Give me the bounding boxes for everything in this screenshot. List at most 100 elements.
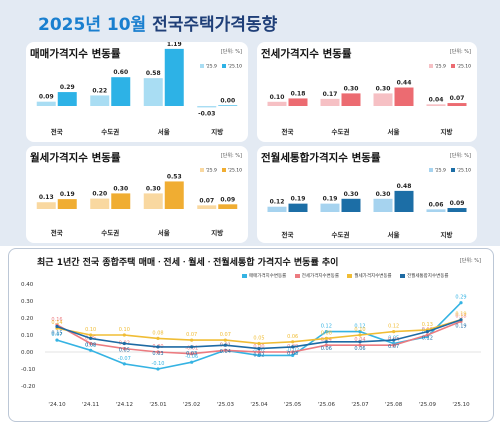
- panel-legend: '25.9 '25.10: [424, 64, 471, 70]
- data-point: [425, 333, 429, 337]
- bar-curr: [394, 190, 414, 212]
- point-value-label: 0.06: [321, 346, 332, 352]
- data-point: [324, 343, 328, 347]
- unit-label: [단위: %]: [449, 49, 471, 55]
- bar-curr: [218, 204, 238, 209]
- trend-unit-label: [단위: %]: [459, 258, 481, 264]
- x-tick-label: '25.04: [250, 402, 268, 408]
- bar-value-label: 0.04: [429, 96, 444, 103]
- x-tick-label: '25.07: [351, 402, 369, 408]
- point-value-label: 0.19: [455, 312, 466, 318]
- x-tick-label: '25.02: [183, 402, 200, 408]
- legend-swatch-prev: [199, 168, 204, 172]
- bar-curr: [288, 98, 308, 106]
- bar-value-label: 0.10: [270, 94, 285, 101]
- bar-value-label: -0.03: [198, 110, 215, 117]
- bar-curr: [341, 93, 361, 106]
- legend-label-prev: '25.9: [205, 168, 217, 174]
- bar-curr: [111, 77, 131, 106]
- category-label: 전국: [282, 127, 294, 136]
- bar-curr: [164, 48, 184, 106]
- point-value-label: 0.05: [119, 348, 130, 354]
- bar-prev: [90, 198, 110, 209]
- y-tick-label: -0.10: [21, 367, 36, 373]
- data-point: [55, 324, 59, 329]
- bar-curr: [341, 198, 361, 212]
- data-point: [358, 340, 362, 344]
- bar-value-label: 0.22: [92, 87, 107, 94]
- point-value-label: -0.01: [185, 346, 198, 352]
- data-point: [291, 340, 295, 344]
- bar-prev: [90, 95, 110, 106]
- y-tick-label: -0.20: [21, 384, 36, 390]
- bar-curr: [57, 199, 77, 209]
- data-point: [156, 367, 160, 371]
- point-value-label: -0.02: [253, 347, 266, 353]
- bar-prev: [36, 101, 56, 106]
- x-tick-label: '24.12: [116, 402, 133, 408]
- point-value-label: 0.12: [321, 324, 332, 330]
- legend-label-combined: 전월세통합지수변동률: [407, 274, 449, 279]
- bar-value-label: 0.09: [450, 200, 465, 207]
- data-point: [291, 353, 295, 357]
- bar-prev: [426, 209, 446, 212]
- legend-swatch-curr: [221, 64, 226, 68]
- data-point: [223, 348, 227, 352]
- data-point: [190, 352, 194, 356]
- point-value-label: 0.08: [152, 330, 163, 336]
- page-title: 2025년 10월 전국주택가격동향: [38, 10, 277, 35]
- point-value-label: 0.06: [287, 334, 298, 340]
- data-point: [324, 336, 328, 340]
- category-label: 전국: [282, 230, 294, 239]
- bar-prev: [143, 193, 163, 209]
- bar-value-label: 0.29: [60, 84, 75, 91]
- point-value-label: 0.08: [321, 330, 332, 336]
- x-tick-label: '24.11: [82, 402, 99, 408]
- bar-value-label: 0.30: [344, 85, 359, 92]
- panel-title: 월세가격지수 변동률: [30, 152, 121, 164]
- data-point: [392, 330, 396, 334]
- unit-label: [단위: %]: [220, 153, 242, 159]
- legend-label-sale: 매매가격지수변동률: [249, 274, 287, 279]
- legend-label-curr: '25.10: [227, 168, 242, 174]
- data-point: [190, 360, 194, 364]
- bar-prev: [320, 98, 340, 106]
- bar-value-label: 0.09: [220, 196, 235, 203]
- data-point: [392, 338, 396, 342]
- point-value-label: 0.15: [51, 331, 62, 337]
- bar-value-label: 0.30: [376, 85, 391, 92]
- bar-curr: [394, 87, 414, 106]
- bar-prev: [36, 202, 56, 209]
- panel-legend: '25.9 '25.10: [195, 168, 242, 174]
- bar-prev: [320, 203, 340, 212]
- bar-value-label: 0.19: [60, 191, 75, 198]
- sale-bar-chart: 0.09 0.29 전국 0.22 0.60 수도권 0.58 1.19 서울 -0.03 0.00…: [36, 42, 238, 136]
- bar-value-label: 0.00: [220, 97, 235, 104]
- legend-swatch-monthly: [347, 273, 353, 278]
- point-value-label: 0.16: [51, 317, 62, 323]
- x-tick-label: '25.03: [217, 402, 235, 408]
- jeonse-bar-chart: 0.10 0.18 전국 0.17 0.30 수도권 0.30 0.44 서울 0.04 0.07 지…: [267, 80, 467, 136]
- data-point: [55, 338, 59, 342]
- panel-legend: '25.9 '25.10: [195, 64, 242, 70]
- y-tick-label: 0.10: [21, 333, 34, 339]
- legend-swatch-prev: [199, 64, 204, 68]
- page-title-period: 2025년 10월: [38, 15, 147, 35]
- data-point: [358, 343, 362, 347]
- point-value-label: 0.08: [85, 342, 96, 348]
- data-point: [89, 348, 93, 352]
- y-tick-label: 0.40: [21, 282, 34, 288]
- point-value-label: -0.02: [286, 347, 299, 353]
- point-value-label: 0.05: [253, 336, 264, 342]
- category-label: 지방: [211, 127, 223, 136]
- monthly-rent-index-panel: 월세가격지수 변동률 [단위: %] '25.9 '25.10 0.13 0.19 전…: [26, 146, 248, 243]
- unit-label: [단위: %]: [220, 49, 242, 55]
- point-value-label: 0.07: [220, 332, 231, 338]
- data-point: [392, 343, 396, 347]
- combined-rent-index-panel: 전월세통합가격지수 변동률 [단위: %] '25.9'25.10 0.12 0.…: [257, 146, 477, 243]
- point-value-label: -0.06: [185, 354, 198, 360]
- point-value-label: -0.07: [118, 356, 131, 362]
- bar-value-label: 1.19: [167, 42, 182, 48]
- bar-value-label: 0.06: [429, 201, 444, 208]
- point-value-label: 0.03: [186, 351, 197, 357]
